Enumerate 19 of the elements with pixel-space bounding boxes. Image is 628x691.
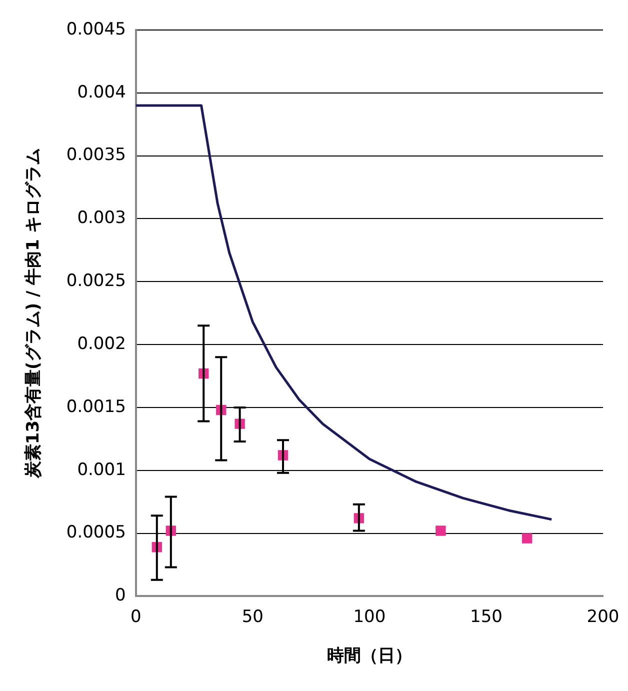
y-tick-label: 0.0025 [66, 271, 126, 292]
y-axis-title: 炭素13含有量(グラム) / 牛肉1 キログラム [24, 148, 44, 480]
x-axis-title: 時間（日） [326, 646, 412, 666]
x-tick-label: 50 [242, 606, 264, 627]
y-tick-label: 0.0045 [66, 19, 126, 40]
y-tick-label: 0.004 [77, 82, 126, 102]
y-tick-label: 0.0035 [66, 145, 126, 166]
point [522, 533, 532, 544]
y-tick-label: 0.0015 [66, 396, 126, 417]
x-tick-label: 100 [353, 606, 386, 627]
point [436, 526, 446, 536]
y-tick-label: 0.001 [77, 460, 126, 480]
x-tick-label: 0 [130, 606, 142, 627]
x-tick-label: 200 [586, 606, 620, 627]
y-tick-label: 0.002 [77, 334, 126, 354]
y-tick-label: 0 [115, 586, 126, 606]
y-tick-label: 0.0005 [66, 522, 126, 543]
y-tick-label: 0.003 [77, 208, 126, 228]
x-tick-label: 150 [470, 606, 502, 627]
